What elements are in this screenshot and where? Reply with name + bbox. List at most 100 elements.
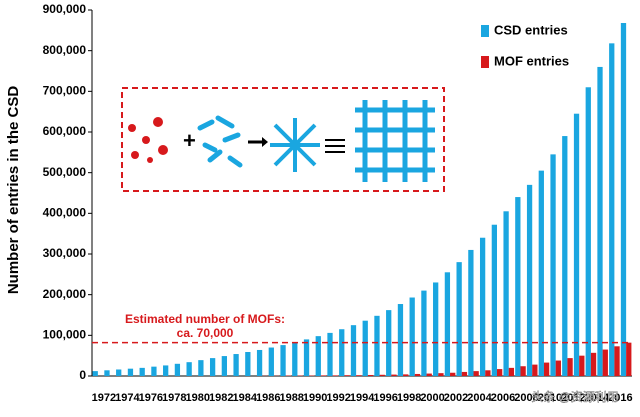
- bar: [426, 373, 432, 376]
- bar: [585, 87, 591, 377]
- bar: [151, 366, 157, 376]
- y-tick-label: 100,000: [43, 328, 87, 342]
- bar: [339, 329, 345, 376]
- bar: [356, 375, 362, 376]
- bar: [186, 362, 192, 376]
- bar: [139, 367, 145, 376]
- legend-label: MOF entries: [494, 53, 569, 68]
- bar: [280, 345, 286, 376]
- bar: [421, 290, 427, 376]
- bar: [573, 113, 580, 376]
- bar: [292, 342, 298, 376]
- x-tick-label: 1990: [303, 392, 327, 404]
- x-tick-label: 1996: [373, 392, 397, 404]
- x-tick-label: 1978: [162, 392, 186, 404]
- bar: [414, 373, 421, 376]
- bar: [163, 365, 169, 376]
- bar: [508, 367, 515, 376]
- legend-swatch: [481, 25, 489, 37]
- bar: [209, 358, 216, 376]
- bar: [315, 336, 321, 376]
- x-tick-label: 2012: [561, 392, 585, 404]
- bar: [497, 369, 503, 376]
- x-tick-label: 1994: [350, 392, 375, 404]
- bar: [256, 349, 263, 376]
- bar: [602, 349, 608, 376]
- bar: [520, 366, 526, 376]
- bar: [626, 342, 632, 376]
- bar: [503, 211, 509, 376]
- x-tick-label: 1998: [397, 392, 421, 404]
- bar: [479, 237, 486, 376]
- bar: [344, 375, 350, 376]
- bar: [198, 360, 204, 376]
- bar: [590, 352, 597, 376]
- bar: [409, 297, 415, 376]
- legend-label: CSD entries: [494, 22, 568, 37]
- bar: [374, 315, 380, 376]
- bar: [367, 374, 374, 376]
- y-tick-label: 0: [79, 368, 86, 382]
- bar: [327, 332, 333, 376]
- watermark: 头条 @资源利用: [531, 390, 619, 404]
- bar: [532, 364, 538, 376]
- y-tick-label: 800,000: [43, 43, 87, 57]
- bar: [620, 23, 627, 376]
- bar: [350, 325, 357, 376]
- bar: [491, 224, 497, 376]
- y-tick-label: 700,000: [43, 84, 87, 98]
- bar: [538, 170, 544, 376]
- y-tick-label: 900,000: [43, 2, 87, 16]
- bar: [320, 375, 327, 376]
- bar: [597, 66, 603, 376]
- bar: [397, 304, 404, 376]
- x-tick-label: 1984: [232, 392, 257, 404]
- x-tick-label: 2014: [585, 392, 610, 404]
- x-tick-label: 2008: [514, 392, 538, 404]
- bar: [567, 358, 573, 376]
- bar: [174, 363, 181, 376]
- bar: [579, 355, 585, 376]
- bar: [303, 339, 310, 376]
- x-tick-label: 2006: [491, 392, 515, 404]
- bar: [379, 374, 385, 376]
- x-tick-label: 2016: [608, 392, 632, 404]
- annotation: ca. 70,000: [177, 326, 234, 340]
- x-tick-label: 1982: [209, 392, 233, 404]
- bar: [403, 374, 409, 376]
- bar: [543, 362, 550, 376]
- bar: [391, 374, 397, 376]
- bar: [485, 370, 491, 376]
- bar: [116, 369, 122, 376]
- svg-text:+: +: [183, 128, 196, 153]
- bar: [245, 352, 251, 376]
- x-tick-label: 1976: [139, 392, 163, 404]
- bar: [233, 354, 239, 376]
- bar: [92, 371, 98, 376]
- bar: [456, 262, 462, 376]
- x-tick-label: 1974: [115, 392, 140, 404]
- bar: [362, 320, 368, 376]
- bar: [609, 43, 615, 376]
- y-tick-label: 400,000: [43, 206, 87, 220]
- bar: [515, 197, 521, 376]
- x-tick-label: 2004: [467, 392, 492, 404]
- bar: [550, 154, 556, 376]
- y-tick-label: 200,000: [43, 287, 87, 301]
- x-tick-label: 1992: [326, 392, 350, 404]
- y-axis-label: Number of entries in the CSD: [5, 86, 22, 295]
- x-tick-label: 1988: [279, 392, 303, 404]
- bar: [461, 371, 468, 376]
- bar: [268, 347, 274, 376]
- bar: [438, 373, 444, 376]
- bar: [104, 370, 110, 376]
- y-tick-label: 500,000: [43, 165, 87, 179]
- x-tick-label: 2000: [420, 392, 444, 404]
- x-tick-label: 1986: [256, 392, 280, 404]
- bar: [473, 371, 479, 376]
- bar: [433, 282, 439, 376]
- bar: [127, 368, 134, 376]
- bar: [332, 375, 338, 376]
- bar: [526, 184, 533, 376]
- annotation: Estimated number of MOFs:: [125, 312, 285, 326]
